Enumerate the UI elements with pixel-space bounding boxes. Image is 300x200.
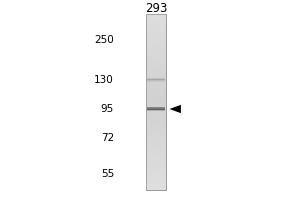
Bar bbox=[146, 155, 166, 161]
Bar bbox=[146, 26, 166, 32]
Bar bbox=[146, 149, 166, 155]
Bar bbox=[146, 172, 166, 178]
Bar bbox=[146, 67, 166, 73]
Bar bbox=[146, 184, 166, 190]
Bar bbox=[147, 109, 166, 110]
Bar bbox=[146, 55, 166, 61]
Bar bbox=[147, 80, 166, 81]
Bar bbox=[146, 14, 166, 190]
Bar bbox=[147, 79, 166, 80]
Bar bbox=[146, 120, 166, 125]
Bar bbox=[146, 131, 166, 137]
Bar bbox=[146, 79, 166, 84]
Bar bbox=[147, 78, 166, 79]
Bar bbox=[146, 96, 166, 102]
Bar bbox=[147, 110, 166, 111]
Bar bbox=[147, 107, 166, 108]
Text: 55: 55 bbox=[101, 169, 114, 179]
Bar bbox=[147, 107, 166, 108]
Bar bbox=[147, 78, 166, 79]
Bar bbox=[146, 43, 166, 49]
Bar bbox=[146, 161, 166, 167]
Bar bbox=[147, 108, 166, 109]
Bar bbox=[146, 167, 166, 172]
Bar bbox=[146, 137, 166, 143]
Polygon shape bbox=[169, 105, 181, 113]
Bar bbox=[147, 79, 166, 80]
Bar bbox=[146, 102, 166, 108]
Text: 95: 95 bbox=[101, 104, 114, 114]
Bar bbox=[147, 81, 166, 82]
Bar bbox=[146, 90, 166, 96]
Bar bbox=[146, 14, 166, 20]
Bar bbox=[146, 49, 166, 55]
Bar bbox=[146, 37, 166, 43]
Text: 72: 72 bbox=[101, 133, 114, 143]
Text: 293: 293 bbox=[145, 2, 167, 16]
Bar bbox=[146, 108, 166, 114]
Bar bbox=[146, 14, 166, 190]
Bar bbox=[146, 20, 166, 26]
Bar bbox=[146, 73, 166, 79]
Text: 250: 250 bbox=[94, 35, 114, 45]
Bar bbox=[146, 32, 166, 37]
Bar bbox=[146, 125, 166, 131]
Bar bbox=[146, 61, 166, 67]
Bar bbox=[146, 143, 166, 149]
Bar bbox=[146, 178, 166, 184]
Bar bbox=[147, 81, 166, 82]
Bar bbox=[146, 114, 166, 120]
Bar bbox=[146, 84, 166, 90]
Bar bbox=[147, 109, 166, 110]
Text: 130: 130 bbox=[94, 75, 114, 85]
